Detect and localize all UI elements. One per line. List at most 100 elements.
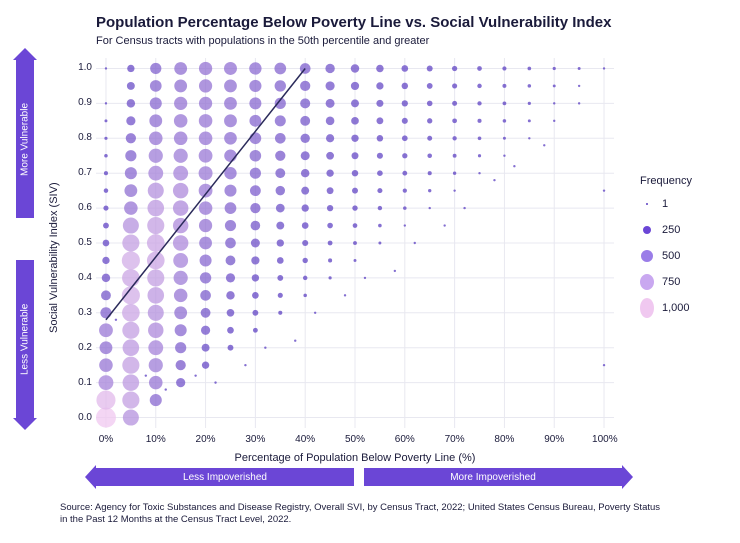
data-point: [199, 79, 212, 92]
data-point: [174, 289, 188, 303]
data-point: [253, 328, 258, 333]
data-point: [277, 257, 284, 264]
data-point: [200, 272, 211, 283]
source-line-2: in the Past 12 Months at the Census Trac…: [60, 514, 660, 526]
data-point: [105, 67, 107, 69]
banner-more-vulnerable: More Vulnerable: [16, 60, 34, 218]
x-tick-label: 70%: [443, 434, 467, 445]
legend-label: 1: [662, 198, 668, 210]
legend-dot-icon: [640, 298, 654, 318]
data-point: [264, 347, 266, 349]
data-point: [148, 340, 163, 355]
data-point: [124, 184, 137, 197]
data-point: [126, 133, 136, 143]
data-point: [251, 256, 259, 264]
data-point: [302, 240, 308, 246]
data-point: [553, 67, 556, 70]
chart-title: Population Percentage Below Poverty Line…: [96, 14, 611, 31]
data-point: [443, 224, 445, 226]
data-point: [201, 308, 211, 318]
data-point: [277, 239, 284, 246]
data-point: [394, 270, 396, 272]
data-point: [249, 80, 261, 92]
data-point: [199, 97, 212, 110]
data-point: [274, 63, 286, 75]
legend-item: 1: [640, 195, 692, 213]
data-point: [199, 114, 213, 128]
data-point: [228, 345, 234, 351]
data-point: [528, 137, 530, 139]
data-point: [123, 218, 139, 234]
data-point: [99, 375, 114, 390]
data-point: [105, 102, 107, 104]
data-point: [326, 134, 334, 142]
data-point: [96, 391, 115, 410]
data-point: [503, 119, 507, 123]
data-point: [224, 114, 237, 127]
data-point: [553, 84, 556, 87]
data-point: [251, 221, 261, 231]
data-point: [173, 253, 188, 268]
data-point: [477, 66, 482, 71]
data-point: [278, 311, 282, 315]
data-point: [528, 102, 531, 105]
data-point: [225, 220, 236, 231]
data-point: [543, 144, 545, 146]
y-tick-label: 0.1: [70, 377, 92, 388]
data-point: [503, 101, 507, 105]
data-point: [251, 239, 260, 248]
data-point: [250, 168, 261, 179]
data-point: [173, 200, 188, 215]
data-point: [351, 82, 359, 90]
data-point: [122, 304, 140, 322]
data-point: [352, 170, 358, 176]
data-point: [353, 223, 358, 228]
data-point: [174, 306, 187, 319]
data-point: [452, 101, 457, 106]
data-point: [149, 132, 163, 146]
data-point: [477, 119, 481, 123]
data-point: [202, 344, 210, 352]
data-point: [325, 64, 334, 73]
data-point: [453, 189, 455, 191]
banner-less-impoverished-text: Less Impoverished: [183, 472, 267, 483]
data-point: [250, 185, 261, 196]
data-point: [377, 153, 383, 159]
legend-label: 500: [662, 250, 680, 262]
data-point: [199, 237, 212, 250]
data-point: [104, 137, 107, 140]
y-tick-label: 0.9: [70, 97, 92, 108]
data-point: [252, 292, 259, 299]
data-point: [493, 179, 495, 181]
legend-label: 250: [662, 224, 680, 236]
data-point: [402, 118, 408, 124]
data-point: [327, 205, 333, 211]
legend-item: 250: [640, 221, 692, 239]
x-tick-label: 80%: [492, 434, 516, 445]
data-point: [351, 64, 359, 72]
data-point: [277, 275, 283, 281]
arrow-down-icon: [13, 418, 37, 430]
data-point: [147, 287, 164, 304]
data-point: [376, 82, 383, 89]
data-point: [123, 339, 140, 356]
data-point: [326, 152, 334, 160]
data-point: [364, 277, 366, 279]
data-point: [165, 388, 167, 390]
data-point: [102, 257, 109, 264]
data-point: [149, 114, 162, 127]
x-tick-label: 0%: [94, 434, 118, 445]
data-point: [224, 62, 237, 75]
data-point: [96, 408, 116, 428]
x-tick-label: 90%: [542, 434, 566, 445]
banner-less-vulnerable-text: Less Vulnerable: [20, 303, 31, 374]
data-point: [148, 166, 163, 181]
legend-label: 750: [662, 276, 680, 288]
data-point: [104, 154, 108, 158]
x-tick-label: 50%: [343, 434, 367, 445]
banner-more-impoverished-text: More Impoverished: [450, 472, 536, 483]
data-point: [123, 410, 139, 426]
data-point: [147, 200, 164, 217]
data-point: [150, 394, 162, 406]
data-point: [103, 223, 109, 229]
